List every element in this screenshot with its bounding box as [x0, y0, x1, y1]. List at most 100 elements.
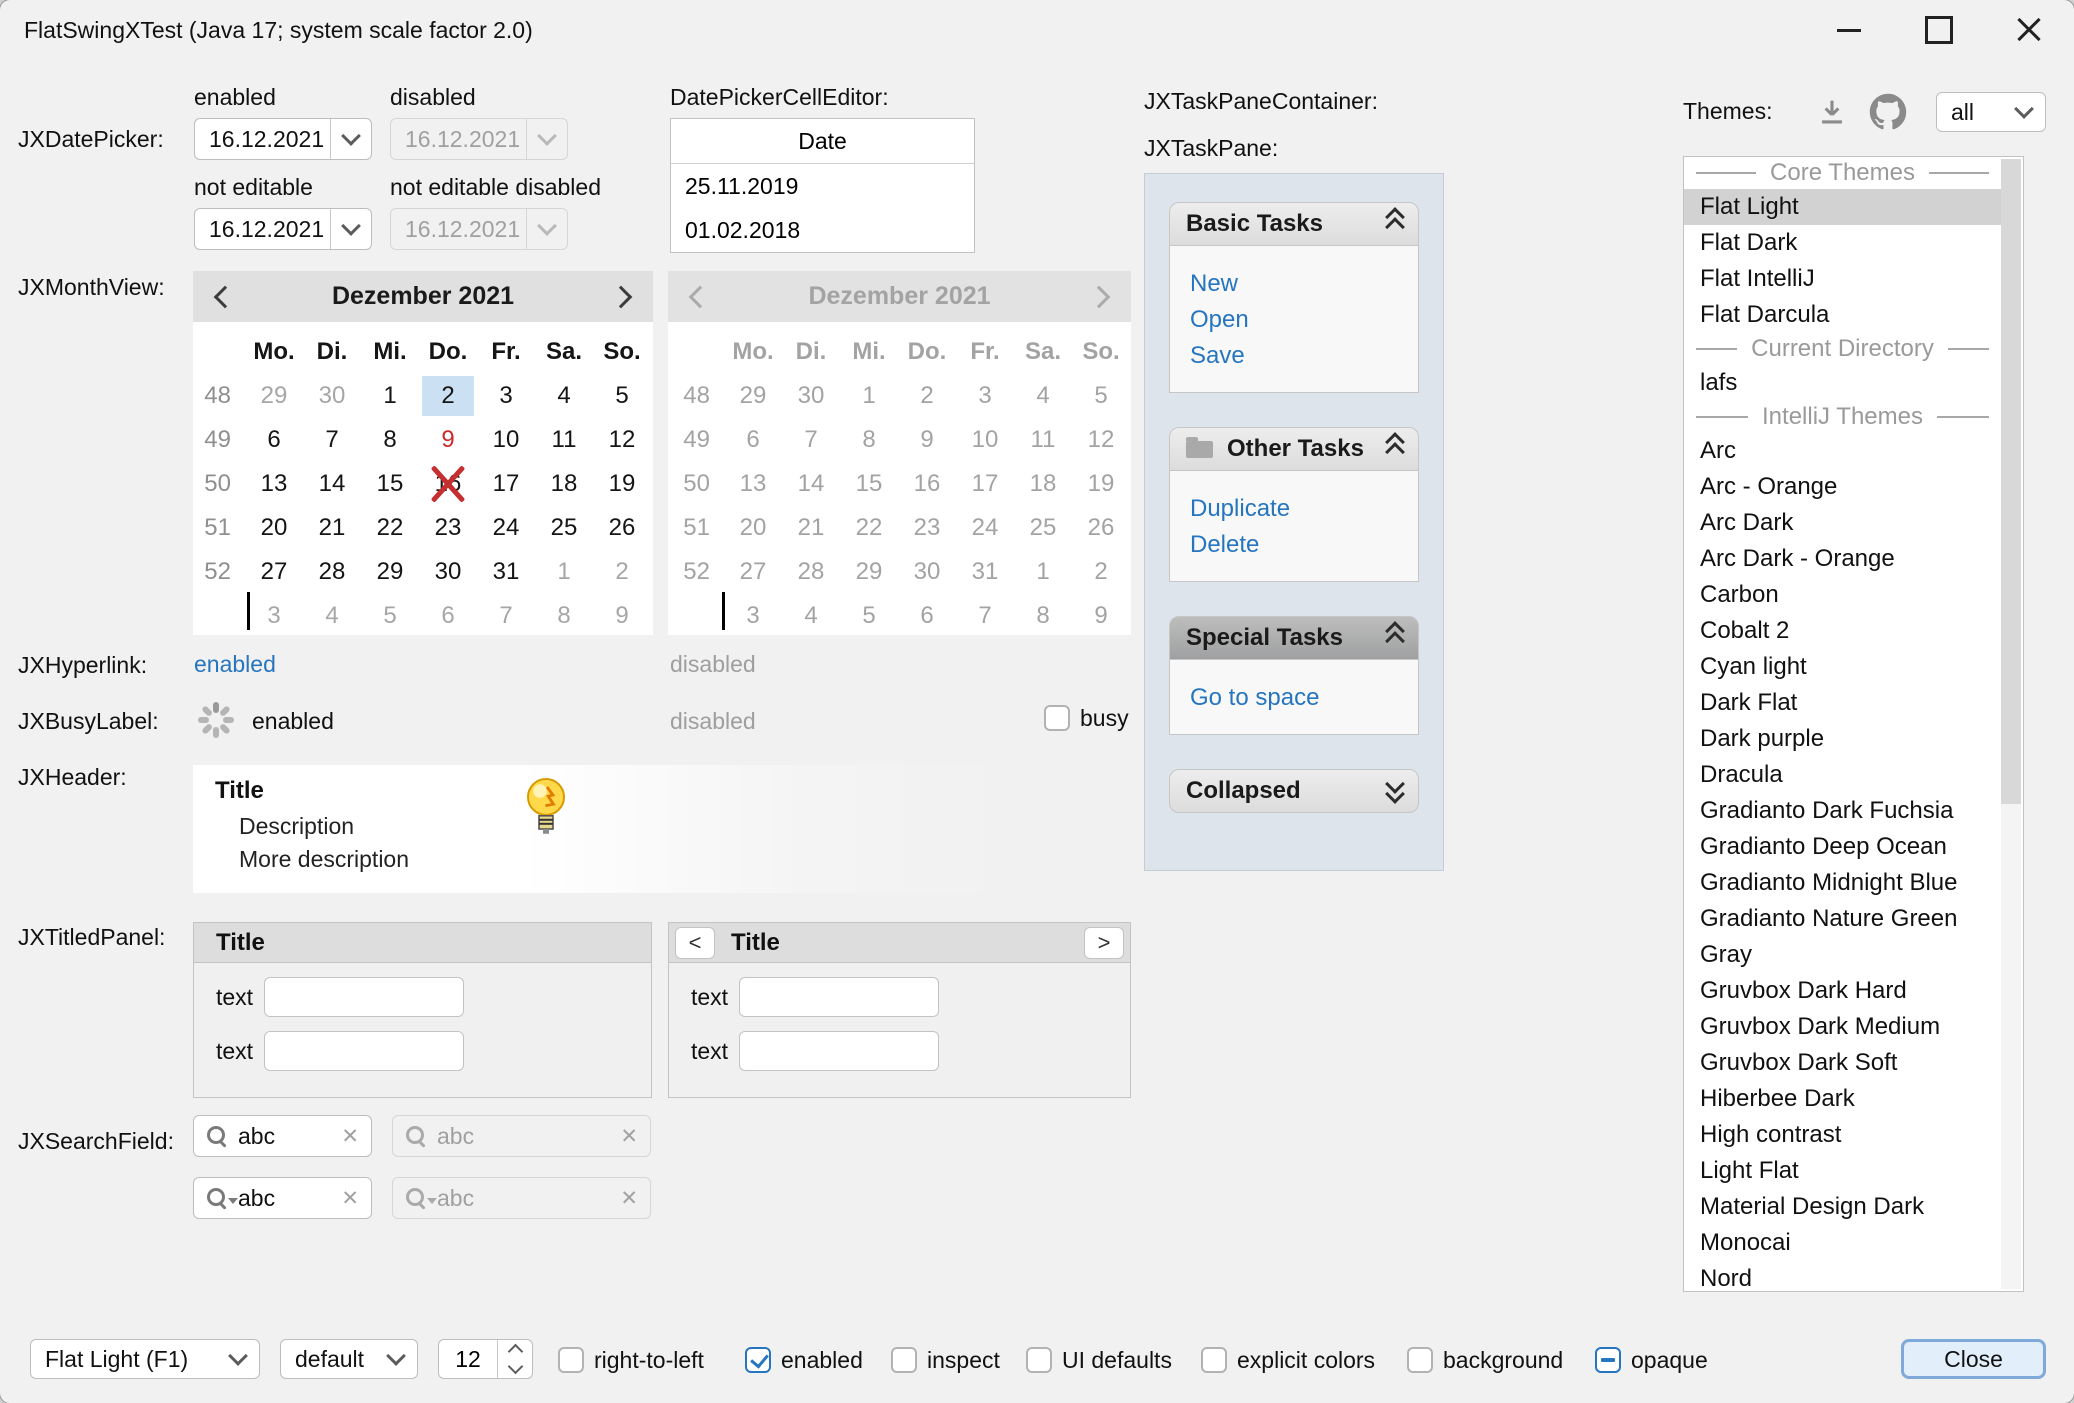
day-cell[interactable]: 29	[376, 558, 404, 585]
theme-item-cyan-light[interactable]: Cyan light	[1700, 653, 1807, 680]
day-cell[interactable]: 9	[441, 426, 455, 453]
titlebar-left-button[interactable]: <	[675, 926, 715, 959]
task-link-delete[interactable]: Delete	[1190, 531, 1260, 558]
day-cell[interactable]: 8	[557, 602, 571, 629]
theme-item-gradianto-dark-fuchsia[interactable]: Gradianto Dark Fuchsia	[1700, 797, 1954, 824]
theme-item-dark-flat[interactable]: Dark Flat	[1700, 689, 1798, 716]
close-window-button[interactable]	[1984, 0, 2074, 60]
search-field[interactable]: abc ✕	[193, 1177, 372, 1219]
day-cell[interactable]: 7	[325, 426, 339, 453]
day-cell[interactable]: 12	[608, 426, 636, 453]
day-cell[interactable]: 30	[434, 558, 462, 585]
text-input[interactable]	[264, 977, 464, 1017]
theme-item-arc-dark[interactable]: Arc Dark	[1700, 509, 1794, 536]
day-cell[interactable]: 30	[318, 382, 346, 409]
maximize-button[interactable]	[1894, 0, 1984, 60]
text-input[interactable]	[739, 977, 939, 1017]
theme-item-gruvbox-dark-medium[interactable]: Gruvbox Dark Medium	[1700, 1013, 1941, 1040]
clear-icon[interactable]: ✕	[341, 1186, 359, 1210]
theme-item-dark-purple[interactable]: Dark purple	[1700, 725, 1825, 752]
taskpane-header[interactable]: Basic Tasks	[1169, 202, 1419, 246]
theme-item-flat-light[interactable]: Flat Light	[1684, 189, 2001, 225]
theme-item-cobalt-2[interactable]: Cobalt 2	[1700, 617, 1790, 644]
checkbox-background[interactable]	[1407, 1347, 1433, 1373]
minimize-button[interactable]	[1804, 0, 1894, 60]
task-link-open[interactable]: Open	[1190, 306, 1249, 333]
day-cell[interactable]: 21	[318, 514, 346, 541]
checkbox-right-to-left[interactable]	[558, 1347, 584, 1373]
checkbox-opaque[interactable]	[1595, 1347, 1621, 1373]
day-cell[interactable]: 5	[615, 382, 629, 409]
theme-item-arc-dark-orange[interactable]: Arc Dark - Orange	[1700, 545, 1895, 572]
datepicker-dropdown-button[interactable]	[330, 119, 371, 159]
theme-item-gray[interactable]: Gray	[1700, 941, 1753, 968]
table-row[interactable]: 01.02.2018	[685, 216, 801, 243]
theme-item-gruvbox-dark-hard[interactable]: Gruvbox Dark Hard	[1700, 977, 1907, 1004]
theme-item-flat-dark[interactable]: Flat Dark	[1700, 229, 1798, 256]
datepicker-field-enabled[interactable]: 16.12.2021	[194, 118, 372, 160]
day-cell[interactable]: 16	[419, 462, 477, 506]
checkbox-ui-defaults[interactable]	[1026, 1347, 1052, 1373]
day-cell[interactable]: 28	[318, 558, 346, 585]
day-cell[interactable]: 4	[325, 602, 339, 629]
search-icon[interactable]	[206, 1125, 228, 1147]
text-input[interactable]	[739, 1031, 939, 1071]
day-cell[interactable]: 31	[492, 558, 520, 585]
task-link-new[interactable]: New	[1190, 270, 1239, 297]
task-link-go-to-space[interactable]: Go to space	[1190, 684, 1320, 711]
day-cell[interactable]: 20	[260, 514, 288, 541]
spinner-buttons[interactable]	[497, 1340, 532, 1378]
themes-filter-combobox[interactable]: all	[1936, 92, 2046, 132]
day-cell[interactable]: 14	[318, 470, 346, 497]
day-cell[interactable]: 15	[376, 470, 404, 497]
task-link-save[interactable]: Save	[1190, 342, 1245, 369]
download-themes-button[interactable]	[1812, 94, 1852, 130]
search-input-value[interactable]: abc	[238, 1184, 276, 1211]
theme-item-flat-intellij[interactable]: Flat IntelliJ	[1700, 265, 1815, 292]
day-cell[interactable]: 7	[499, 602, 513, 629]
hyperlink-enabled[interactable]: enabled	[194, 651, 276, 677]
day-cell[interactable]: 1	[383, 382, 397, 409]
theme-item-arc[interactable]: Arc	[1700, 437, 1736, 464]
taskpane-header[interactable]: Other Tasks	[1169, 427, 1419, 471]
day-cell[interactable]: 17	[492, 470, 520, 497]
busy-checkbox[interactable]	[1044, 705, 1070, 731]
search-input-value[interactable]: abc	[238, 1122, 276, 1149]
theme-item-light-flat[interactable]: Light Flat	[1700, 1157, 1799, 1184]
day-cell[interactable]: 2	[419, 374, 477, 418]
titlebar-right-button[interactable]: >	[1084, 926, 1124, 959]
theme-item-gradianto-midnight-blue[interactable]: Gradianto Midnight Blue	[1700, 869, 1958, 896]
day-cell[interactable]: 25	[550, 514, 578, 541]
theme-item-hiberbee-dark[interactable]: Hiberbee Dark	[1700, 1085, 1855, 1112]
text-input[interactable]	[264, 1031, 464, 1071]
theme-item-gradianto-deep-ocean[interactable]: Gradianto Deep Ocean	[1700, 833, 1947, 860]
theme-item-flat-darcula[interactable]: Flat Darcula	[1700, 301, 1830, 328]
checkbox-explicit-colors[interactable]	[1201, 1347, 1227, 1373]
table-row[interactable]: 25.11.2019	[685, 172, 799, 199]
next-month-button[interactable]	[599, 275, 643, 319]
theme-item-carbon[interactable]: Carbon	[1700, 581, 1779, 608]
theme-item-gradianto-nature-green[interactable]: Gradianto Nature Green	[1700, 905, 1958, 932]
close-button[interactable]: Close	[1901, 1339, 2046, 1379]
theme-item-nord[interactable]: Nord	[1700, 1265, 1753, 1292]
github-button[interactable]	[1866, 92, 1910, 132]
theme-item-gruvbox-dark-soft[interactable]: Gruvbox Dark Soft	[1700, 1049, 1898, 1076]
theme-item-monocai[interactable]: Monocai	[1700, 1229, 1791, 1256]
checkbox-inspect[interactable]	[891, 1347, 917, 1373]
day-cell[interactable]: 22	[376, 514, 404, 541]
day-cell[interactable]: 9	[615, 602, 629, 629]
day-cell[interactable]: 8	[383, 426, 397, 453]
day-cell[interactable]: 1	[557, 558, 571, 585]
day-cell[interactable]: 2	[615, 558, 629, 585]
day-cell[interactable]: 5	[383, 602, 397, 629]
laf-combobox[interactable]: Flat Light (F1)	[30, 1339, 260, 1379]
day-cell[interactable]: 3	[499, 382, 513, 409]
prev-month-button[interactable]	[203, 275, 247, 319]
day-cell[interactable]: 13	[260, 470, 288, 497]
scrollbar-thumb[interactable]	[2001, 159, 2021, 804]
taskpane-header[interactable]: Collapsed	[1169, 769, 1419, 813]
task-link-duplicate[interactable]: Duplicate	[1190, 495, 1291, 522]
day-cell[interactable]: 24	[492, 514, 520, 541]
day-cell[interactable]: 6	[267, 426, 281, 453]
day-cell[interactable]: 3	[267, 602, 281, 629]
